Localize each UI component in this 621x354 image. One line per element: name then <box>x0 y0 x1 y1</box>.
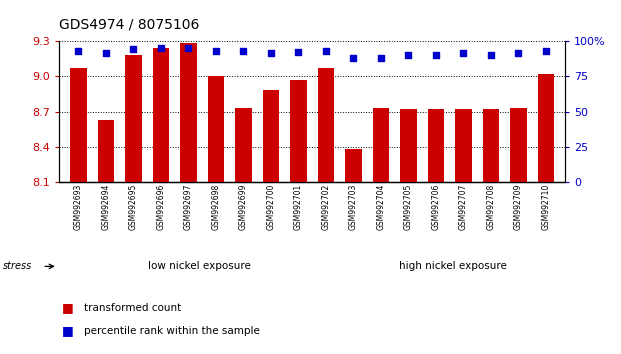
Bar <box>263 90 279 182</box>
Bar <box>345 149 361 182</box>
Point <box>321 48 331 53</box>
Bar <box>455 109 471 182</box>
Point <box>129 46 138 52</box>
Point <box>211 48 220 53</box>
Bar <box>70 68 86 182</box>
Bar <box>538 74 554 182</box>
Point <box>183 45 193 51</box>
Bar <box>428 109 444 182</box>
Bar <box>153 48 169 182</box>
Bar <box>207 76 224 182</box>
Text: percentile rank within the sample: percentile rank within the sample <box>84 326 260 336</box>
Point <box>486 52 496 58</box>
Bar <box>510 108 527 182</box>
Point <box>458 51 468 56</box>
Bar <box>483 109 499 182</box>
Bar <box>290 80 307 182</box>
Text: GDS4974 / 8075106: GDS4974 / 8075106 <box>59 18 199 32</box>
Text: stress: stress <box>3 261 32 272</box>
Point <box>73 48 83 53</box>
Point <box>404 52 414 58</box>
Bar <box>125 55 142 182</box>
Point <box>238 48 248 53</box>
Text: low nickel exposure: low nickel exposure <box>148 261 251 272</box>
Point <box>514 51 524 56</box>
Bar <box>235 108 252 182</box>
Point <box>431 52 441 58</box>
Text: ■: ■ <box>62 302 74 314</box>
Point <box>376 55 386 61</box>
Point <box>266 51 276 56</box>
Text: ■: ■ <box>62 325 74 337</box>
Bar <box>97 120 114 182</box>
Bar <box>400 109 417 182</box>
Point <box>541 48 551 53</box>
Point <box>156 45 166 51</box>
Point <box>348 55 358 61</box>
Text: high nickel exposure: high nickel exposure <box>399 261 507 272</box>
Point <box>101 51 111 56</box>
Bar <box>373 108 389 182</box>
Bar <box>180 43 196 182</box>
Text: transformed count: transformed count <box>84 303 181 313</box>
Point <box>293 49 303 55</box>
Bar <box>317 68 334 182</box>
